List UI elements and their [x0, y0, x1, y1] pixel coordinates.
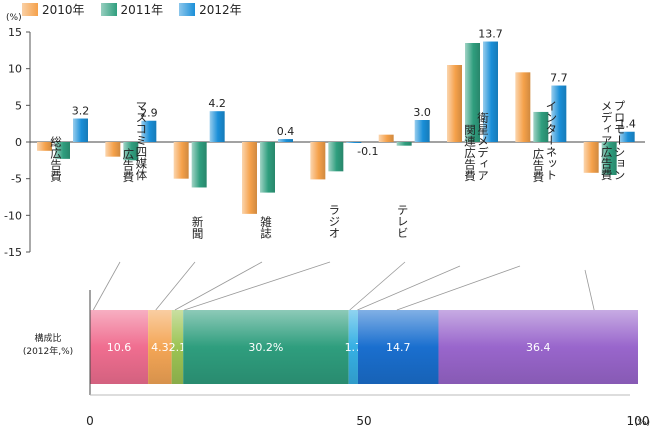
category-label: 広告費 — [531, 148, 545, 183]
chart-legend: 2010年 2011年 2012年 — [22, 0, 258, 18]
bar-2010年-テレビ — [378, 134, 394, 142]
bar-2011年-インターネット広告費 — [533, 111, 549, 142]
stack-segment-プロモーションメディア広告費 — [438, 310, 638, 384]
y-tick-label: -5 — [11, 173, 22, 186]
bar-2010年-雑誌 — [242, 142, 257, 214]
legend-label: 2012年 — [199, 2, 242, 17]
leader-line — [584, 269, 595, 311]
bar-2010年-ラジオ — [310, 142, 326, 180]
segment-label: 10.6 — [107, 341, 132, 354]
data-label: 3.2 — [72, 105, 90, 118]
y-tick-label: 5 — [15, 99, 22, 112]
bar-2010年-新聞 — [173, 142, 189, 179]
data-label: 7.7 — [550, 72, 568, 85]
leader-line — [92, 261, 121, 311]
bar-2010年-衛星メディア関連広告費 — [447, 65, 462, 142]
x-tick-label: 0 — [86, 414, 94, 428]
y-tick-label: 0 — [15, 136, 22, 149]
segment-label: 1.7 — [345, 341, 363, 354]
category-label: メディア広告費 — [600, 100, 614, 181]
segment-label: 2.1 — [169, 341, 187, 354]
legend-swatch — [179, 2, 196, 16]
bar-2012年-インターネット広告費 — [551, 85, 567, 142]
data-label: 13.7 — [478, 28, 503, 41]
data-label: 4.2 — [208, 97, 226, 110]
bar-2011年-マスコミ四媒体広告費 — [123, 142, 139, 161]
bar-2011年-ラジオ — [328, 142, 344, 172]
category-label: テレビ — [396, 204, 410, 239]
bar-2011年-総広告費 — [55, 142, 70, 159]
bar-2012年-マスコミ四媒体広告費 — [141, 120, 157, 142]
y-tick-label: 10 — [8, 63, 22, 76]
legend-item-2: 2012年 — [179, 1, 242, 18]
data-label: -0.1 — [357, 145, 378, 158]
segment-label: 14.7 — [386, 341, 411, 354]
stack-segment-総広告費 — [90, 310, 149, 384]
bar-2012年-衛星メディア関連広告費 — [483, 41, 498, 142]
bar-2012年-総広告費 — [73, 118, 88, 142]
y-tick-label: -15 — [4, 246, 22, 259]
category-label: プロモーション — [613, 100, 627, 181]
category-label: インターネット — [544, 100, 558, 181]
bar-2010年-マスコミ四媒体広告費 — [105, 142, 121, 157]
legend-label: 2010年 — [42, 2, 85, 17]
segment-label: 36.4 — [526, 341, 551, 354]
leader-line — [184, 261, 331, 311]
bar-2011年-新聞 — [191, 142, 207, 188]
data-label: 3.0 — [413, 106, 431, 119]
bar-2012年-雑誌 — [278, 139, 293, 142]
bar-2012年-テレビ — [414, 120, 430, 142]
leader-line — [357, 265, 461, 311]
x-tick-label: 50 — [356, 414, 371, 428]
bar-2011年-雑誌 — [260, 142, 275, 193]
stack-segment-衛星メディア関連広告費 — [348, 310, 358, 384]
y-axis-unit: (%) — [6, 13, 22, 23]
category-label: 総広告費 — [49, 135, 63, 182]
legend-item-1: 2011年 — [100, 1, 164, 18]
leader-line — [174, 261, 263, 311]
legend-item-0: 2010年 — [22, 1, 85, 18]
stack-segment-雑誌・ラジオ・テレビ — [183, 310, 349, 384]
segment-label: 30.2% — [248, 341, 283, 354]
bar-2012年-新聞 — [209, 111, 225, 142]
legend-swatch — [100, 2, 117, 16]
category-label: 衛星メディア — [476, 112, 490, 181]
data-label: 0.4 — [277, 125, 295, 138]
stack-segment-インターネット広告費 — [357, 310, 439, 384]
leader-line — [349, 261, 406, 311]
x-tick-label: 100 — [627, 414, 650, 428]
bar-2011年-プロモーションメディア広告費 — [601, 142, 617, 175]
y-tick-label: -10 — [4, 209, 22, 222]
category-label: 新聞 — [191, 215, 205, 240]
bar-2011年-衛星メディア関連広告費 — [465, 43, 480, 142]
bar-2010年-インターネット広告費 — [515, 72, 531, 142]
bar-2011年-テレビ — [396, 142, 412, 146]
category-label: 関連広告費 — [463, 124, 477, 182]
x-axis-unit: (%) — [634, 418, 650, 428]
category-label: マスコミ四媒体 — [134, 100, 148, 181]
stack-segment-マスコミ四媒体広告費 — [148, 310, 172, 384]
legend-swatch — [22, 2, 38, 16]
data-label: 2.9 — [140, 107, 158, 120]
segment-label: 4.3 — [151, 341, 169, 354]
bar-2012年-ラジオ — [346, 142, 362, 143]
category-label: 広告費 — [121, 148, 135, 183]
bar-2010年-プロモーションメディア広告費 — [583, 142, 599, 173]
y-tick-label: 15 — [8, 26, 22, 39]
bar-2012年-プロモーションメディア広告費 — [619, 131, 635, 142]
leader-line — [396, 265, 521, 311]
legend-label: 2011年 — [120, 2, 164, 17]
row-label: 構成比 — [34, 332, 61, 344]
data-label: 1.4 — [618, 118, 636, 131]
leader-line — [155, 261, 196, 311]
category-label: ラジオ — [327, 204, 341, 239]
stack-segment-新聞 — [171, 310, 184, 384]
row-label: (2012年,%) — [23, 345, 73, 357]
category-label: 雑誌 — [259, 215, 273, 239]
bar-2010年-総広告費 — [37, 142, 52, 151]
